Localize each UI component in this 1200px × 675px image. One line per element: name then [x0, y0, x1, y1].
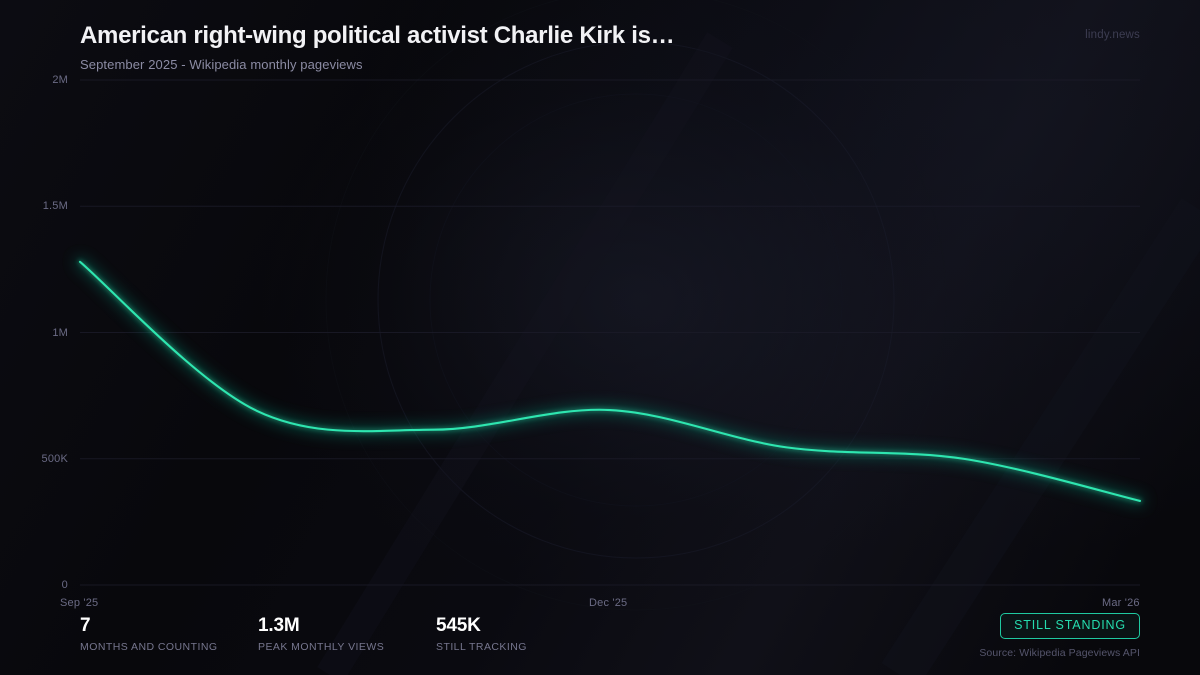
stat-item: 545K STILL TRACKING: [436, 615, 614, 653]
stat-value: 1.3M: [258, 615, 300, 636]
status-badge[interactable]: STILL STANDING: [1000, 613, 1140, 639]
y-axis-tick: 0: [61, 579, 68, 591]
source-attribution: Source: Wikipedia Pageviews API: [979, 646, 1140, 659]
y-axis-tick: 2M: [52, 74, 68, 86]
chart-header: American right-wing political activist C…: [80, 22, 675, 72]
line-chart: 0 500K 1M 1.5M 2M Sep '25 Dec '25 Mar '26: [41, 74, 1145, 609]
stat-item: 1.3M PEAK MONTHLY VIEWS: [258, 615, 436, 653]
y-axis-tick: 1M: [52, 326, 68, 339]
y-axis-tick: 500K: [41, 452, 68, 465]
chart-series-layer: [75, 257, 1145, 506]
page-title: American right-wing political activist C…: [80, 22, 675, 49]
series-line-0: [78, 260, 1142, 502]
stat-value: 545K: [436, 615, 481, 636]
badge-group: STILL STANDING Source: Wikipedia Pagevie…: [979, 613, 1140, 659]
stat-label: STILL TRACKING: [436, 641, 527, 653]
x-axis-tick: Sep '25: [60, 597, 99, 609]
y-axis-tick: 1.5M: [42, 200, 68, 213]
stats-row: 7 MONTHS AND COUNTING 1.3M PEAK MONTHLY VIE…: [80, 615, 614, 653]
page-subtitle: September 2025 - Wikipedia monthly pagev…: [80, 57, 363, 72]
stat-label: MONTHS AND COUNTING: [80, 641, 218, 653]
chart-plot-svg: [75, 79, 1145, 586]
chart-footer: 7 MONTHS AND COUNTING 1.3M PEAK MONTHLY VIE…: [0, 613, 1200, 675]
stat-value: 7: [80, 615, 91, 636]
x-axis-tick: Dec '25: [589, 597, 628, 609]
stat-label: PEAK MONTHLY VIEWS: [258, 641, 385, 653]
series-glow-outer: [75, 257, 1145, 506]
watermark: lindy.news: [1085, 29, 1140, 41]
stat-item: 7 MONTHS AND COUNTING: [80, 615, 258, 653]
x-axis-tick: Mar '26: [1102, 597, 1140, 609]
chart-gridlines: [80, 79, 1140, 586]
